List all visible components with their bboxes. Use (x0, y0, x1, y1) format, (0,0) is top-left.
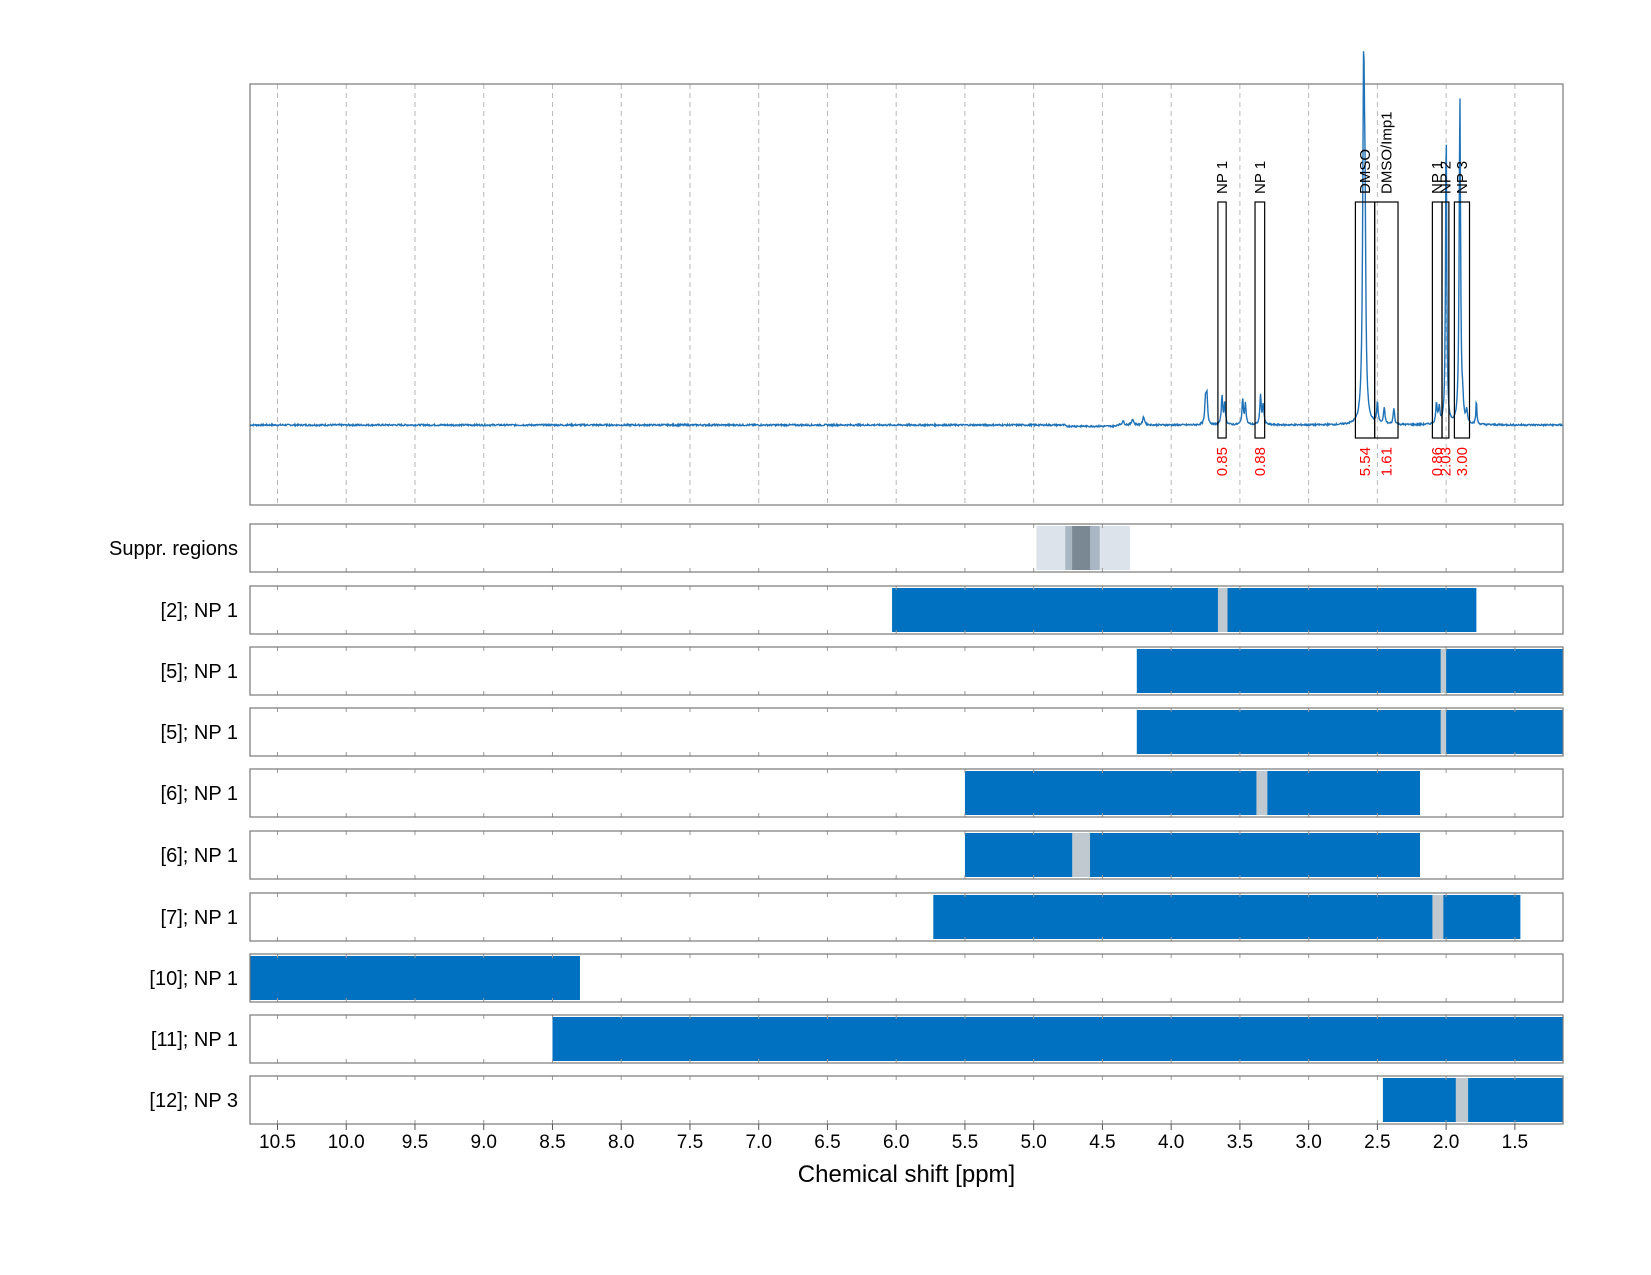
x-tick-label: 4.0 (1158, 1132, 1184, 1153)
track-panel (249, 768, 1564, 818)
track-panel (249, 1075, 1564, 1125)
x-tick-label: 5.0 (1020, 1132, 1046, 1153)
suppressed-band (1072, 526, 1091, 570)
x-axis-label: Chemical shift [ppm] (798, 1161, 1015, 1188)
assignment-label: NP 1 (1214, 161, 1231, 194)
track-label: [5]; NP 1 (161, 661, 238, 683)
track-gap (1072, 833, 1091, 877)
assignment-box (1441, 201, 1450, 439)
track-gap (1217, 588, 1228, 632)
track-panel (249, 830, 1564, 880)
x-tick-label: 5.5 (952, 1132, 978, 1153)
track-bar (552, 1017, 1563, 1061)
x-tick-label: 1.5 (1502, 1132, 1528, 1153)
track-panel (249, 707, 1564, 757)
x-tick-label: 10.0 (328, 1132, 365, 1153)
x-tick-label: 2.5 (1364, 1132, 1390, 1153)
assignment-label: NP 3 (1454, 161, 1471, 194)
x-tick-label: 9.0 (471, 1132, 497, 1153)
track-label: [6]; NP 1 (161, 845, 238, 867)
assignment-label: DMSO (1357, 149, 1374, 194)
track-label: Suppr. regions (109, 538, 238, 560)
x-tick-label: 6.0 (883, 1132, 909, 1153)
x-tick-label: 3.0 (1295, 1132, 1321, 1153)
x-tick-label: 7.5 (677, 1132, 703, 1153)
x-tick-label: 7.0 (745, 1132, 771, 1153)
track-bar (892, 588, 1477, 632)
track-label: [12]; NP 3 (149, 1090, 238, 1112)
x-tick-label: 6.5 (814, 1132, 840, 1153)
track-gap (1256, 771, 1268, 815)
x-tick-label: 9.5 (402, 1132, 428, 1153)
track-bar (964, 771, 1421, 815)
track-bar (250, 956, 580, 1000)
assignment-box (1254, 201, 1266, 439)
assignment-box (1374, 201, 1399, 439)
track-gap (1455, 1078, 1469, 1122)
integral-value: 0.88 (1252, 447, 1269, 476)
integral-value: 2.03 (1437, 447, 1454, 476)
track-label: [10]; NP 1 (149, 968, 238, 990)
spectrum-trace (249, 51, 1564, 429)
track-bar (1136, 649, 1563, 693)
integral-value: 0.85 (1214, 447, 1231, 476)
track-bar (933, 895, 1521, 939)
x-tick-label: 2.0 (1433, 1132, 1459, 1153)
integral-value: 0.86 (1429, 447, 1446, 476)
track-label: [6]; NP 1 (161, 783, 238, 805)
integral-value: 1.61 (1378, 447, 1395, 476)
track-label: [5]; NP 1 (161, 722, 238, 744)
assignment-box (1453, 201, 1471, 439)
x-tick-label: 8.0 (608, 1132, 634, 1153)
assignment-label: NP 2 (1437, 161, 1454, 194)
assignment-label: DMSO/Imp1 (1378, 111, 1395, 194)
track-bar (1136, 710, 1563, 754)
x-tick-label: 10.5 (259, 1132, 296, 1153)
track-bar (1382, 1078, 1563, 1122)
track-panel (249, 585, 1564, 635)
track-panel (249, 646, 1564, 696)
track-panel (249, 892, 1564, 942)
track-gap (1440, 710, 1447, 754)
integral-value: 5.54 (1357, 447, 1374, 476)
assignment-label: NP 1 (1252, 161, 1269, 194)
track-label: [7]; NP 1 (161, 907, 238, 929)
x-tick-label: 8.5 (539, 1132, 565, 1153)
assignment-box (1217, 201, 1227, 439)
track-panel (249, 953, 1564, 1003)
assignment-label: NP 1 (1429, 161, 1446, 194)
track-bar (964, 833, 1421, 877)
spectrum-frame (249, 83, 1564, 506)
suppressed-regions-panel (249, 523, 1564, 573)
track-label: [11]; NP 1 (151, 1029, 238, 1051)
x-tick-label: 3.5 (1227, 1132, 1253, 1153)
x-tick-label: 4.5 (1089, 1132, 1115, 1153)
integral-value: 3.00 (1454, 447, 1471, 476)
track-panel (249, 1014, 1564, 1064)
track-label: [2]; NP 1 (161, 600, 238, 622)
track-gap (1440, 649, 1447, 693)
track-gap (1432, 895, 1444, 939)
